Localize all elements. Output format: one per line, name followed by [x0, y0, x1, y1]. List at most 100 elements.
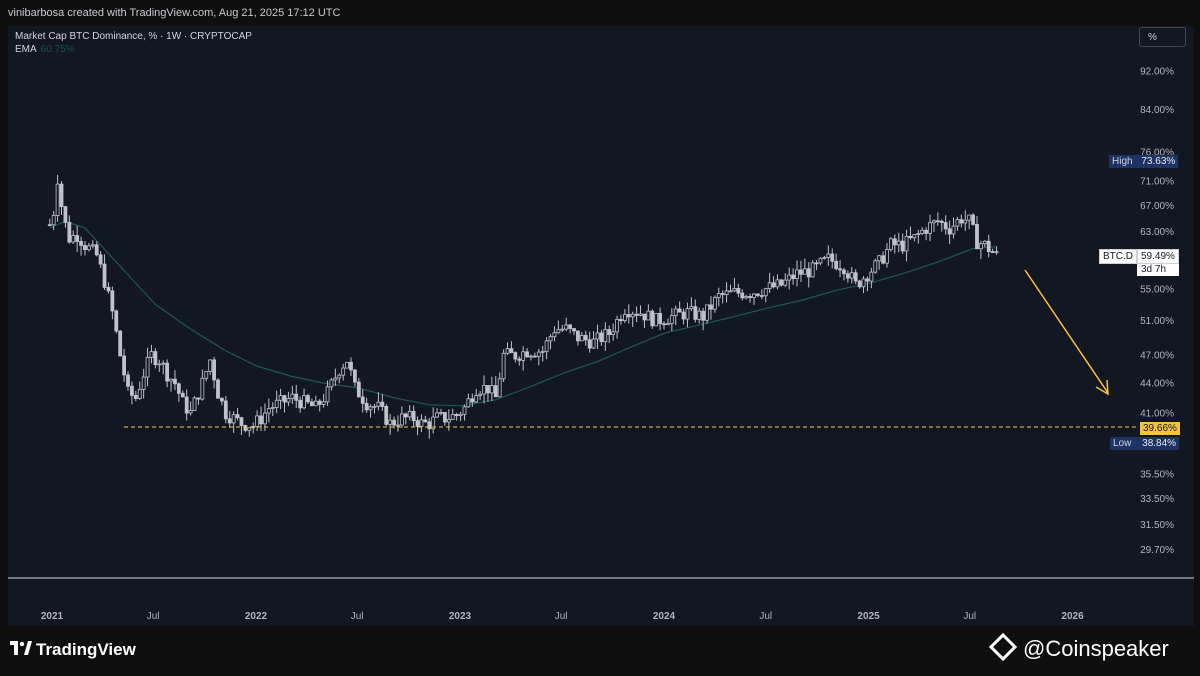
- candle-body: [529, 355, 533, 358]
- candle-body: [720, 293, 725, 296]
- candle-body: [345, 361, 350, 369]
- candle-body: [724, 290, 729, 296]
- y-tick-label: 67.00%: [1140, 201, 1174, 212]
- candle-body: [783, 279, 788, 286]
- candle-body: [763, 288, 768, 297]
- candle-body: [466, 398, 471, 408]
- countdown: 3d 7h: [1137, 264, 1179, 276]
- high-tag: High 73.63%: [1109, 155, 1179, 168]
- candle-body: [188, 410, 193, 414]
- candle-body: [55, 183, 60, 216]
- candle-body: [853, 272, 858, 282]
- candle-body: [216, 379, 220, 399]
- candle-body: [298, 399, 303, 409]
- candle-body: [939, 220, 944, 224]
- overlay-layer: [124, 269, 1138, 428]
- candle-body: [728, 290, 733, 293]
- candle-body: [681, 311, 686, 320]
- percent-scale-button[interactable]: %: [1139, 27, 1186, 47]
- candle-body: [947, 228, 952, 235]
- candle-body: [697, 310, 702, 320]
- candle-body: [806, 268, 811, 278]
- candle-body: [501, 352, 506, 380]
- x-tick-label: 2022: [245, 611, 268, 622]
- candle-body: [986, 240, 991, 253]
- candle-body: [767, 282, 772, 290]
- support-tag: 39.66%: [1140, 422, 1180, 435]
- candle-body: [411, 411, 416, 422]
- symbol-label: BTC.D: [1099, 249, 1137, 264]
- candle-body: [978, 243, 983, 250]
- time-axis: 2021 Jul 2022 Jul 2023 Jul 2024 Jul 2025 Jul 2026: [41, 611, 1084, 622]
- candle-body: [994, 251, 999, 254]
- candle-body: [595, 332, 600, 340]
- candle-body: [716, 293, 721, 299]
- y-tick-label: 41.00%: [1140, 409, 1174, 420]
- y-tick-label: 84.00%: [1140, 105, 1174, 116]
- candle-body: [814, 262, 819, 265]
- candle-body: [896, 240, 901, 246]
- candle-body: [165, 362, 170, 382]
- candle-body: [380, 401, 385, 407]
- candle-body: [935, 220, 940, 223]
- candle-body: [599, 332, 604, 343]
- x-tick-label: 2024: [653, 611, 676, 622]
- candle-body: [153, 351, 158, 366]
- candle-body: [579, 334, 584, 342]
- candle-body: [626, 314, 631, 318]
- candle-body: [943, 222, 948, 230]
- candle-body: [775, 279, 780, 288]
- candle-body: [196, 397, 201, 400]
- candle-body: [102, 263, 107, 288]
- tradingview-logo: TradingView: [10, 640, 136, 660]
- candle-body: [482, 385, 486, 395]
- tradingview-icon: [10, 640, 32, 660]
- candle-body: [294, 393, 299, 401]
- candle-body: [243, 425, 248, 431]
- candle-body: [360, 396, 365, 404]
- candle-body: [59, 183, 64, 208]
- low-value: 38.84%: [1142, 438, 1177, 449]
- candle-body: [493, 385, 498, 398]
- candle-body: [317, 400, 322, 405]
- candle-body: [270, 407, 275, 409]
- candle-body: [642, 313, 647, 321]
- y-tick-label: 44.00%: [1140, 379, 1174, 390]
- candle-body: [932, 220, 936, 224]
- candle-body: [857, 280, 862, 288]
- x-tick-label: Jul: [759, 611, 772, 622]
- candle-body: [306, 395, 310, 403]
- candle-body: [959, 219, 964, 224]
- ema-line: [49, 220, 997, 407]
- price-axis: 92.00% 84.00% 76.00% 71.00% 67.00% 63.00% 55.0…: [1140, 67, 1174, 556]
- candle-body: [759, 295, 764, 297]
- candle-body: [173, 378, 177, 385]
- candle-body: [740, 292, 745, 299]
- candle-body: [532, 355, 537, 358]
- candle-body: [325, 386, 330, 403]
- chart-area[interactable]: [8, 26, 1194, 626]
- candle-body: [169, 378, 173, 382]
- candle-body: [877, 255, 882, 262]
- candle-body: [564, 324, 569, 330]
- candle-body: [353, 369, 357, 383]
- x-tick-label: Jul: [351, 611, 364, 622]
- candle-body: [372, 405, 377, 408]
- coinspeaker-wordmark: @Coinspeaker: [1023, 636, 1169, 661]
- candle-body: [889, 238, 893, 251]
- chart-credit: vinibarbosa created with TradingView.com…: [8, 7, 341, 19]
- candle-body: [830, 253, 835, 262]
- candle-body: [204, 370, 209, 379]
- candle-body: [916, 233, 921, 235]
- candle-body: [368, 406, 373, 411]
- candle-body: [552, 332, 557, 338]
- high-value: 73.63%: [1141, 156, 1176, 167]
- chart-legend: Market Cap BTC Dominance, % · 1W · CRYPT…: [15, 30, 252, 56]
- candle-body: [349, 361, 353, 371]
- candle-body: [376, 401, 381, 407]
- candle-body: [458, 413, 463, 417]
- candle-body: [873, 260, 878, 273]
- candle-body: [505, 348, 510, 354]
- candle-body: [126, 374, 130, 387]
